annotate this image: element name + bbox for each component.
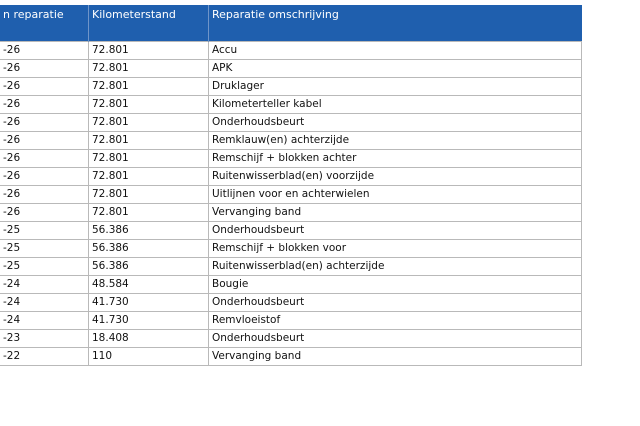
table-row: -26 72.801 Accu xyxy=(0,40,582,60)
header-row: n reparatie Kilometerstand Reparatie omsch… xyxy=(0,5,582,41)
description-cell: Ruitenwisserblad(en) achterzijde xyxy=(208,256,582,276)
mileage-cell: 72.801 xyxy=(88,76,209,96)
date-cell: -26 xyxy=(0,58,89,78)
table-row: -25 56.386 Onderhoudsbeurt xyxy=(0,220,582,240)
date-cell: -26 xyxy=(0,94,89,114)
date-cell: -26 xyxy=(0,202,89,222)
date-cell: -22 xyxy=(0,346,89,366)
table-row: -24 41.730 Onderhoudsbeurt xyxy=(0,292,582,312)
table-row: -26 72.801 Remklauw(en) achterzijde xyxy=(0,130,582,150)
date-cell: -23 xyxy=(0,328,89,348)
description-cell: Onderhoudsbeurt xyxy=(208,328,582,348)
description-cell: Remvloeistof xyxy=(208,310,582,330)
description-cell: Onderhoudsbeurt xyxy=(208,112,582,132)
mileage-cell: 72.801 xyxy=(88,166,209,186)
date-cell: -24 xyxy=(0,292,89,312)
description-cell: Ruitenwisserblad(en) voorzijde xyxy=(208,166,582,186)
repair-table: n reparatie Kilometerstand Reparatie omsch… xyxy=(0,5,582,366)
date-cell: -25 xyxy=(0,256,89,276)
header-cell: n reparatie xyxy=(0,5,89,41)
description-cell: APK xyxy=(208,58,582,78)
mileage-cell: 72.801 xyxy=(88,94,209,114)
mileage-cell: 48.584 xyxy=(88,274,209,294)
table-body: -26 72.801 Accu -26 72.801 APK -26 72.801 Drukla… xyxy=(0,40,582,366)
date-cell: -26 xyxy=(0,130,89,150)
mileage-cell: 56.386 xyxy=(88,256,209,276)
description-cell: Remschijf + blokken voor xyxy=(208,238,582,258)
mileage-cell: 72.801 xyxy=(88,148,209,168)
header-cell: Kilometerstand xyxy=(88,5,209,41)
date-cell: -26 xyxy=(0,40,89,60)
date-cell: -26 xyxy=(0,76,89,96)
mileage-cell: 72.801 xyxy=(88,40,209,60)
date-cell: -26 xyxy=(0,184,89,204)
date-cell: -25 xyxy=(0,238,89,258)
table-row: -26 72.801 Onderhoudsbeurt xyxy=(0,112,582,132)
mileage-cell: 72.801 xyxy=(88,112,209,132)
table-row: -24 41.730 Remvloeistof xyxy=(0,310,582,330)
table-row: -25 56.386 Ruitenwisserblad(en) achterzijd… xyxy=(0,256,582,276)
table-row: -26 72.801 Kilometerteller kabel xyxy=(0,94,582,114)
mileage-cell: 72.801 xyxy=(88,184,209,204)
table-row: -24 48.584 Bougie xyxy=(0,274,582,294)
description-cell: Uitlijnen voor en achterwielen xyxy=(208,184,582,204)
table-row: -26 72.801 Druklager xyxy=(0,76,582,96)
table-row: -26 72.801 Vervanging band xyxy=(0,202,582,222)
mileage-cell: 56.386 xyxy=(88,220,209,240)
mileage-cell: 72.801 xyxy=(88,202,209,222)
date-cell: -24 xyxy=(0,274,89,294)
mileage-cell: 41.730 xyxy=(88,310,209,330)
table-row: -26 72.801 Remschijf + blokken achter xyxy=(0,148,582,168)
mileage-cell: 41.730 xyxy=(88,292,209,312)
description-cell: Onderhoudsbeurt xyxy=(208,292,582,312)
description-cell: Bougie xyxy=(208,274,582,294)
table-row: -23 18.408 Onderhoudsbeurt xyxy=(0,328,582,348)
mileage-cell: 110 xyxy=(88,346,209,366)
table-row: -26 72.801 Uitlijnen voor en achterwielen xyxy=(0,184,582,204)
date-cell: -26 xyxy=(0,148,89,168)
description-cell: Onderhoudsbeurt xyxy=(208,220,582,240)
mileage-cell: 56.386 xyxy=(88,238,209,258)
description-cell: Remklauw(en) achterzijde xyxy=(208,130,582,150)
description-cell: Remschijf + blokken achter xyxy=(208,148,582,168)
date-cell: -24 xyxy=(0,310,89,330)
table-row: -26 72.801 APK xyxy=(0,58,582,78)
date-cell: -26 xyxy=(0,166,89,186)
table-row: -26 72.801 Ruitenwisserblad(en) voorzijde xyxy=(0,166,582,186)
date-cell: -26 xyxy=(0,112,89,132)
mileage-cell: 18.408 xyxy=(88,328,209,348)
header-cell: Reparatie omschrijving xyxy=(208,5,582,41)
description-cell: Kilometerteller kabel xyxy=(208,94,582,114)
table-row: -22 110 Vervanging band xyxy=(0,346,582,366)
description-cell: Vervanging band xyxy=(208,346,582,366)
table-row: -25 56.386 Remschijf + blokken voor xyxy=(0,238,582,258)
description-cell: Vervanging band xyxy=(208,202,582,222)
description-cell: Accu xyxy=(208,40,582,60)
date-cell: -25 xyxy=(0,220,89,240)
mileage-cell: 72.801 xyxy=(88,130,209,150)
description-cell: Druklager xyxy=(208,76,582,96)
mileage-cell: 72.801 xyxy=(88,58,209,78)
